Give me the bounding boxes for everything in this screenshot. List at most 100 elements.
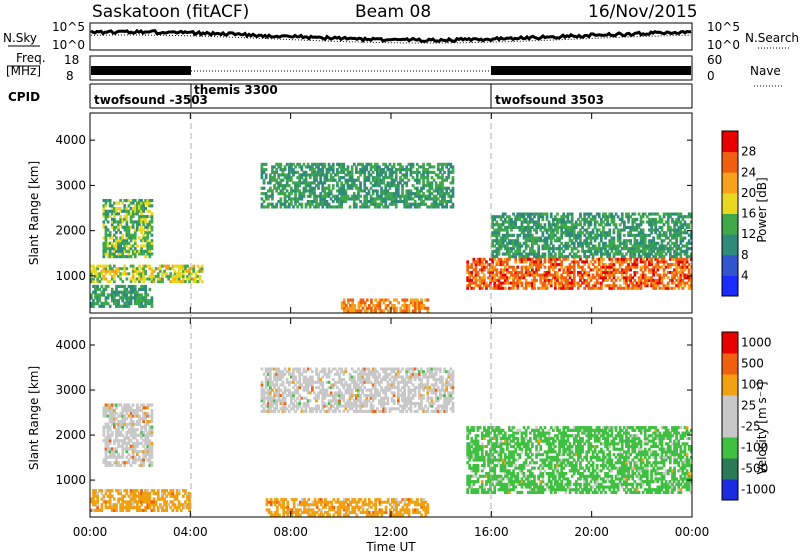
power-echo-cell — [345, 189, 348, 192]
power-echo-cell — [351, 168, 354, 171]
power-echo-cell — [437, 205, 440, 208]
power-echo-cell — [650, 231, 653, 234]
velocity-echo-cell — [111, 495, 114, 498]
power-echo-cell — [151, 220, 154, 223]
velocity-echo-cell — [151, 461, 154, 464]
power-echo-cell — [596, 221, 599, 224]
power-echo-cell — [334, 179, 337, 182]
power-echo-cell — [650, 276, 653, 279]
velocity-echo-cell — [294, 378, 297, 381]
power-echo-cell — [680, 276, 683, 279]
power-echo-cell — [363, 171, 366, 174]
power-echo-cell — [353, 307, 356, 310]
power-echo-cell — [562, 250, 565, 253]
power-echo-cell — [548, 250, 551, 253]
power-echo-cell — [506, 263, 509, 266]
power-echo-cell — [588, 226, 591, 229]
velocity-echo-cell — [345, 368, 348, 371]
velocity-echo-cell — [165, 509, 168, 512]
velocity-echo-cell — [123, 464, 126, 467]
velocity-echo-cell — [126, 489, 129, 492]
power-echo-cell — [157, 275, 160, 278]
power-echo-cell — [688, 223, 691, 226]
velocity-echo-cell — [128, 461, 131, 464]
power-echo-cell — [567, 258, 570, 261]
power-echo-cell — [640, 287, 643, 290]
power-echo-cell — [667, 223, 670, 226]
velocity-echo-cell — [169, 506, 172, 509]
velocity-echo-cell — [184, 489, 187, 492]
power-echo-cell — [667, 218, 670, 221]
power-echo-cell — [309, 176, 312, 179]
power-echo-cell — [686, 258, 689, 261]
power-echo-cell — [324, 163, 327, 166]
power-echo-cell — [351, 171, 354, 174]
velocity-echo-cell — [359, 407, 362, 410]
power-echo-cell — [305, 205, 308, 208]
power-echo-cell — [286, 181, 289, 184]
power-echo-cell — [111, 288, 114, 291]
power-echo-cell — [126, 220, 129, 223]
velocity-echo-cell — [128, 509, 131, 512]
power-echo-cell — [644, 263, 647, 266]
power-echo-cell — [195, 278, 198, 281]
power-echo-cell — [644, 268, 647, 271]
velocity-echo-cell — [142, 461, 145, 464]
power-echo-cell — [383, 301, 386, 304]
power-echo-cell — [554, 260, 557, 263]
velocity-echo-cell — [298, 370, 301, 373]
power-ytick-label: 2000 — [55, 224, 86, 238]
velocity-echo-cell — [151, 420, 154, 423]
velocity-echo-cell — [119, 464, 122, 467]
velocity-echo-cell — [355, 381, 358, 384]
power-echo-cell — [188, 275, 191, 278]
power-echo-cell — [621, 274, 624, 277]
velocity-echo-cell — [326, 389, 329, 392]
velocity-echo-cell — [263, 394, 266, 397]
power-echo-cell — [521, 245, 524, 248]
power-echo-cell — [642, 229, 645, 232]
power-echo-cell — [441, 203, 444, 206]
velocity-echo-cell — [121, 450, 124, 453]
velocity-echo-cell — [105, 412, 108, 415]
velocity-echo-cell — [163, 492, 166, 495]
velocity-echo-cell — [275, 383, 278, 386]
power-echo-cell — [105, 267, 108, 270]
power-echo-cell — [395, 299, 398, 302]
velocity-echo-cell — [153, 489, 156, 492]
power-echo-cell — [640, 268, 643, 271]
power-echo-cell — [126, 288, 129, 291]
power-echo-cell — [615, 213, 618, 216]
power-echo-cell — [539, 260, 542, 263]
power-echo-cell — [504, 274, 507, 277]
power-echo-cell — [590, 213, 593, 216]
velocity-echo-cell — [126, 417, 129, 420]
velocity-echo-cell — [140, 489, 143, 492]
velocity-echo-cell — [298, 376, 301, 379]
power-echo-cell — [654, 271, 657, 274]
power-echo-cell — [105, 239, 108, 242]
power-echo-cell — [516, 287, 519, 290]
velocity-echo-cell — [109, 498, 112, 501]
power-echo-cell — [573, 279, 576, 282]
power-echo-cell — [644, 260, 647, 263]
velocity-echo-cell — [153, 506, 156, 509]
power-echo-cell — [151, 239, 154, 242]
velocity-echo-cell — [136, 439, 139, 442]
velocity-echo-cell — [115, 406, 118, 409]
power-echo-cell — [608, 276, 611, 279]
power-echo-cell — [615, 223, 618, 226]
velocity-echo-cell — [151, 453, 154, 456]
power-echo-cell — [132, 275, 135, 278]
power-echo-cell — [521, 282, 524, 285]
velocity-echo-cell — [324, 402, 327, 405]
velocity-echo-cell — [326, 405, 329, 408]
power-echo-cell — [617, 276, 620, 279]
velocity-echo-cell — [138, 423, 141, 426]
velocity-echo-cell — [151, 428, 154, 431]
velocity-echo-cell — [126, 412, 129, 415]
power-echo-cell — [199, 275, 202, 278]
velocity-echo-cell — [366, 402, 369, 405]
velocity-echo-cell — [128, 436, 131, 439]
cpid-label: CPID — [8, 90, 40, 104]
